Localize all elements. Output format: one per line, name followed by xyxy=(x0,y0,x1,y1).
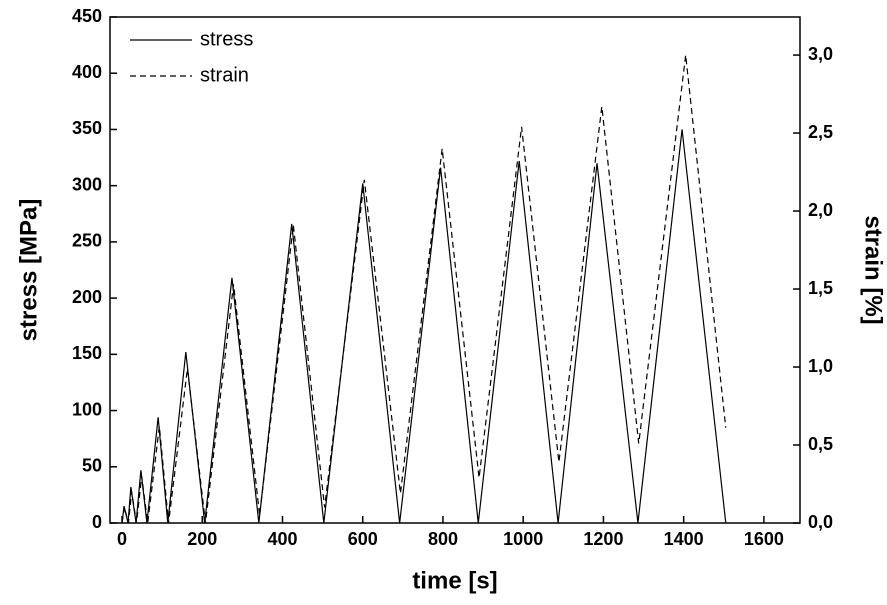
x-axis-label: time [s] xyxy=(412,567,497,594)
x-tick-label: 1200 xyxy=(583,529,623,549)
x-tick-label: 200 xyxy=(187,529,217,549)
x-tick-label: 0 xyxy=(117,529,127,549)
y2-tick-label: 1,0 xyxy=(808,356,833,376)
x-tick-label: 800 xyxy=(428,529,458,549)
y-tick-label: 100 xyxy=(72,399,102,419)
x-tick-label: 600 xyxy=(348,529,378,549)
y-axis-label: stress [MPa] xyxy=(15,199,42,342)
y2-tick-label: 0,0 xyxy=(808,512,833,532)
y2-tick-label: 3,0 xyxy=(808,44,833,64)
y2-tick-label: 2,5 xyxy=(808,122,833,142)
y2-tick-label: 2,0 xyxy=(808,200,833,220)
x-tick-label: 1600 xyxy=(744,529,784,549)
y-tick-label: 400 xyxy=(72,62,102,82)
x-tick-label: 400 xyxy=(267,529,297,549)
y-tick-label: 450 xyxy=(72,6,102,26)
y-tick-label: 350 xyxy=(72,118,102,138)
data-line xyxy=(121,54,727,524)
x-tick-label: 1400 xyxy=(664,529,704,549)
x-tick-label: 1000 xyxy=(503,529,543,549)
y2-axis-label: strain [%] xyxy=(860,215,887,324)
y-tick-label: 300 xyxy=(72,174,102,194)
legend-label: stress xyxy=(200,28,253,50)
y-tick-label: 50 xyxy=(82,456,102,476)
y2-tick-label: 0,5 xyxy=(808,434,833,454)
y-tick-label: 150 xyxy=(72,343,102,363)
legend-label: strain xyxy=(200,64,249,86)
y-tick-label: 0 xyxy=(92,512,102,532)
y-tick-label: 250 xyxy=(72,231,102,251)
y2-tick-label: 1,5 xyxy=(808,278,833,298)
plot-frame xyxy=(109,16,801,524)
y-tick-label: 200 xyxy=(72,287,102,307)
